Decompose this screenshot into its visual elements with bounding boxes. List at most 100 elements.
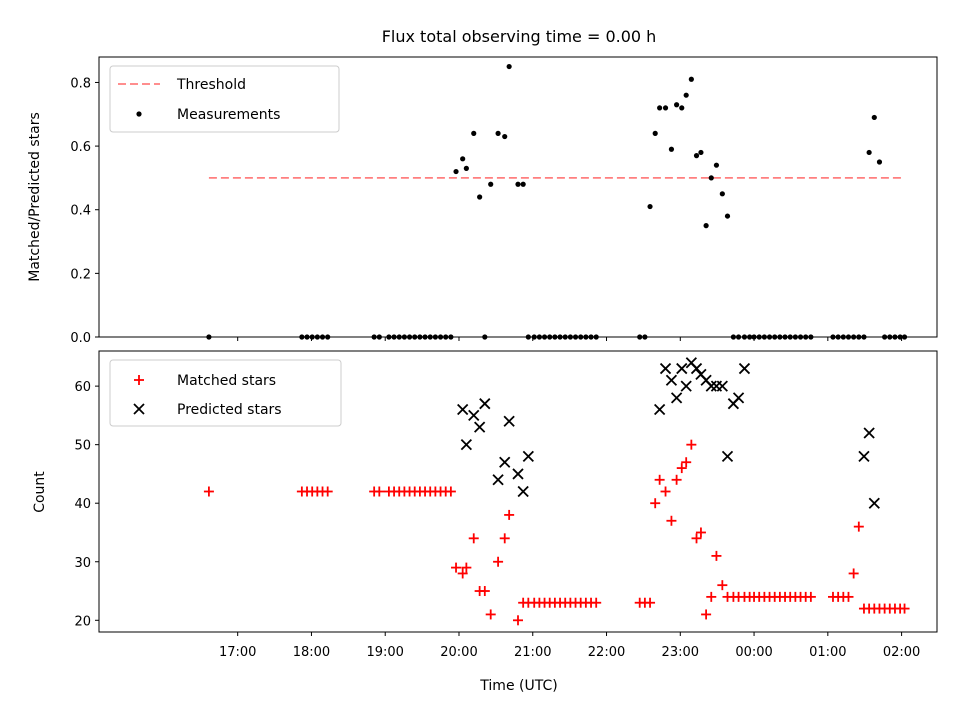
matched-star-point: [899, 603, 910, 614]
legend-measurements-label: Measurements: [177, 107, 280, 123]
measurement-point: [657, 105, 663, 111]
top-y-ticks: 0.0 0.2 0.4 0.6 0.8: [70, 76, 99, 346]
predicted-star-point: [868, 497, 880, 509]
measurement-point: [866, 149, 872, 156]
top-y-tick-label: 0.8: [70, 76, 91, 91]
measurement-point: [463, 165, 469, 171]
measurement-point: [719, 191, 725, 197]
x-axis-label: Time (UTC): [479, 678, 557, 694]
predicted-star-point: [858, 450, 870, 463]
matched-star-point: [468, 533, 479, 544]
matched-star-point: [666, 515, 677, 526]
x-tick-label: 18:00: [293, 645, 330, 660]
matched-star-point: [457, 568, 468, 579]
legend-measurements-swatch: [136, 111, 142, 117]
x-tick-label: 17:00: [219, 645, 256, 660]
matched-star-point: [650, 498, 661, 509]
legend-predicted-label: Predicted stars: [177, 402, 282, 418]
bottom-panel: 20 30 40 50 60 17:00 18:00 19:00 20:00 21:00 22:0…: [32, 350, 938, 694]
measurement-point: [708, 175, 714, 181]
predicted-star-point: [512, 468, 524, 480]
top-y-tick-label: 0.2: [70, 267, 91, 282]
predicted-star-point: [690, 362, 703, 375]
measurement-point: [495, 130, 501, 136]
top-legend-box: [109, 65, 340, 133]
legend-matched-marker: [134, 375, 144, 385]
bottom-y-ticks: 20 30 40 50 60: [74, 380, 99, 629]
matched-star-point: [322, 486, 333, 497]
matched-star-point: [645, 597, 656, 608]
x-tick-label: 01:00: [809, 645, 846, 660]
legend-threshold-label: Threshold: [176, 77, 246, 93]
measurement-point: [460, 156, 466, 162]
matched-star-point: [203, 486, 214, 497]
top-y-tick-label: 0.4: [70, 204, 91, 219]
predicted-star-point: [503, 415, 515, 427]
measurement-point: [668, 146, 675, 152]
predicted-star-point: [457, 403, 469, 416]
matched-star-point: [493, 556, 504, 567]
legend-matched-label: Matched stars: [177, 373, 276, 389]
measurement-point: [683, 92, 689, 98]
predicted-star-point: [522, 450, 534, 463]
measurement-point: [506, 63, 512, 70]
measurement-point: [674, 102, 680, 108]
x-tick-label: 19:00: [366, 645, 403, 660]
matched-star-point: [445, 486, 456, 497]
measurement-point: [724, 213, 731, 219]
measurement-point: [652, 130, 658, 136]
predicted-star-point: [738, 362, 751, 375]
predicted-stars-points: [457, 357, 880, 509]
legend-matched-swatch: [134, 375, 144, 385]
measurement-point: [871, 114, 877, 121]
predicted-star-point: [659, 362, 672, 375]
measurement-point: [471, 130, 477, 136]
measurement-point: [688, 76, 694, 82]
predicted-star-point: [716, 380, 728, 392]
measurement-point: [703, 223, 709, 229]
predicted-star-point: [721, 450, 734, 463]
top-x-ticks: [237, 337, 903, 341]
matched-star-point: [504, 509, 515, 520]
matched-star-point: [485, 609, 496, 620]
x-tick-label: 21:00: [514, 645, 551, 660]
predicted-star-point: [670, 392, 683, 404]
matched-star-point: [695, 527, 706, 538]
x-tick-label: 20:00: [440, 645, 477, 660]
measurement-point: [679, 105, 685, 111]
matched-star-point: [848, 568, 859, 579]
matched-star-point: [711, 550, 722, 561]
top-panel: Flux total observing time = 0.00 h 0.00.…: [27, 27, 938, 346]
top-y-tick-label: 0.0: [70, 331, 91, 346]
bottom-x-ticks: 17:00 18:00 19:00 20:00 21:00 22:00 23:00 00:00…: [219, 632, 920, 660]
predicted-star-point: [705, 380, 717, 392]
matched-star-point: [681, 457, 692, 468]
measurement-point: [515, 181, 521, 187]
bottom-y-tick-label: 60: [74, 380, 91, 395]
x-tick-label: 02:00: [883, 645, 920, 660]
x-tick-label: 22:00: [588, 645, 625, 660]
predicted-star-point: [474, 421, 486, 433]
bottom-y-tick-label: 30: [74, 556, 91, 571]
matched-star-point: [853, 521, 864, 532]
predicted-star-point: [468, 409, 480, 422]
predicted-star-point: [499, 456, 511, 468]
predicted-star-point: [863, 427, 875, 439]
matched-star-point: [686, 439, 697, 450]
measurement-point: [453, 168, 459, 175]
predicted-star-point: [676, 362, 688, 375]
matched-star-point: [843, 591, 854, 602]
matched-star-point: [676, 463, 687, 474]
measurement-point: [876, 159, 883, 165]
measurement-point: [520, 181, 526, 187]
measurement-point: [502, 133, 508, 140]
matched-star-point: [591, 597, 602, 608]
predicted-star-point: [665, 374, 678, 386]
matched-star-point: [701, 609, 712, 620]
matched-star-point: [461, 562, 472, 573]
legend-predicted-swatch: [133, 403, 145, 415]
matched-star-point: [660, 486, 671, 497]
bottom-plot-frame: [98, 350, 938, 633]
measurement-points: [206, 63, 908, 340]
